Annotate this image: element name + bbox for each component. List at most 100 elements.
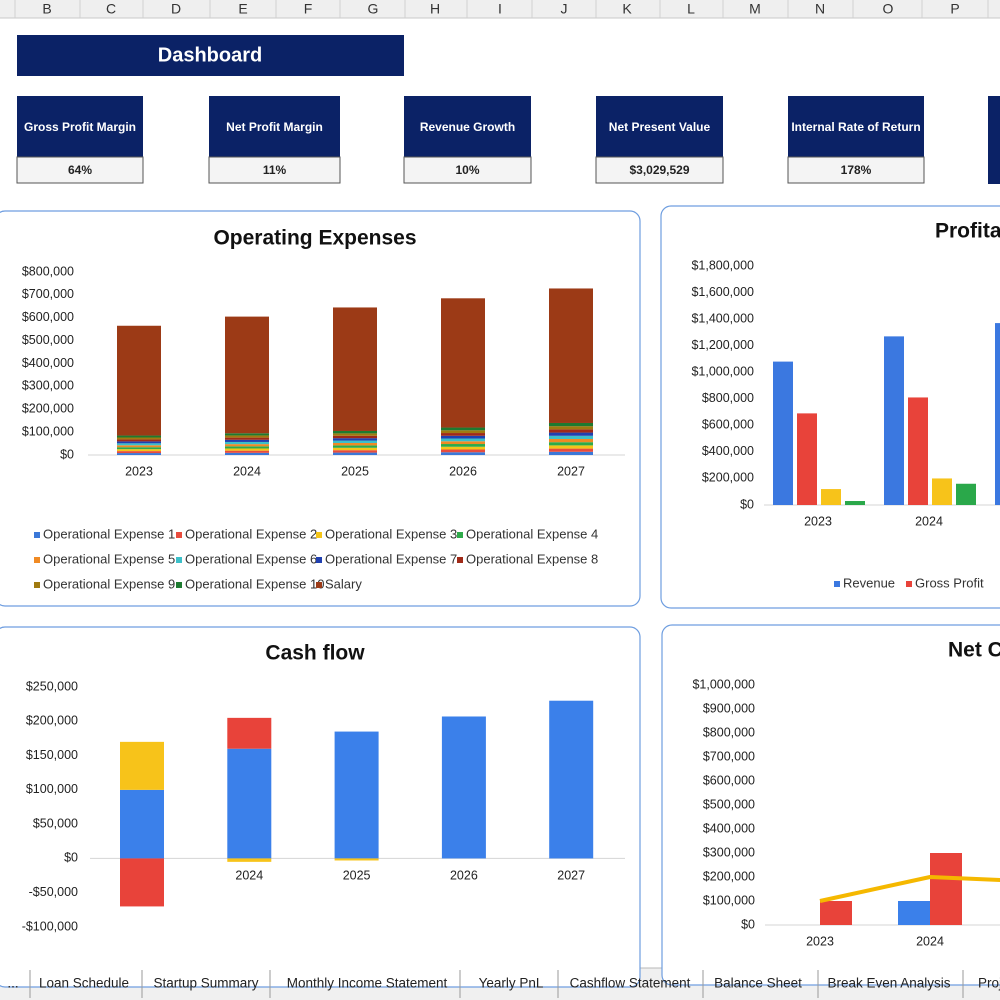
kpi-value-box — [787, 156, 925, 184]
column-letter: H — [430, 1, 440, 17]
y-tick-label: $800,000 — [22, 264, 74, 278]
legend-label: Revenue — [843, 575, 895, 590]
bar — [549, 451, 593, 455]
y-tick-label: $500,000 — [22, 333, 74, 347]
bar — [333, 430, 377, 434]
kpi-card — [17, 96, 143, 157]
x-tick-label: 2024 — [915, 514, 943, 528]
bar — [441, 438, 485, 442]
bar — [117, 441, 161, 444]
bar — [333, 438, 377, 441]
bar — [441, 427, 485, 431]
legend-label: Operational Expense 3 — [325, 526, 457, 541]
y-tick-label: $200,000 — [26, 714, 78, 728]
column-letter: N — [815, 1, 825, 17]
bar — [898, 901, 930, 925]
column-header-bar — [0, 0, 1000, 18]
y-tick-label: $400,000 — [22, 356, 74, 370]
legend-label: Operational Expense 9 — [43, 576, 175, 591]
x-tick-label: 2023 — [804, 514, 832, 528]
bar — [549, 448, 593, 452]
bar — [333, 447, 377, 451]
chart-title: Cash flow — [265, 642, 365, 665]
kpi-card-clipped — [988, 96, 1000, 184]
sheet-tab[interactable]: Loan Schedule — [39, 976, 129, 991]
sheet-tab[interactable]: Break Even Analysis — [827, 976, 950, 991]
y-tick-label: $700,000 — [22, 287, 74, 301]
kpi-label: Revenue Growth — [420, 120, 515, 134]
sheet-tab[interactable]: Cashflow Statement — [570, 976, 691, 991]
kpi-value: 11% — [263, 163, 287, 177]
chart-panel — [661, 624, 1000, 986]
legend-label: Operational Expense 8 — [466, 551, 598, 566]
kpi-card — [596, 96, 723, 157]
column-letter: F — [304, 1, 313, 17]
column-letter: D — [171, 1, 181, 17]
x-tick-label: 2025 — [343, 868, 371, 882]
bar — [441, 433, 485, 436]
bar — [549, 422, 593, 427]
bar — [549, 429, 593, 433]
sheet-tab[interactable]: Startup Summary — [153, 976, 258, 991]
legend-label: Salary — [325, 576, 362, 591]
bar — [820, 901, 852, 925]
chart-title: Net C — [948, 639, 1000, 662]
y-tick-label: $0 — [741, 917, 755, 931]
bar — [441, 444, 485, 447]
bar — [441, 452, 485, 455]
legend-label: Operational Expense 1 — [43, 526, 175, 541]
y-tick-label: -$100,000 — [22, 919, 78, 933]
bar — [549, 426, 593, 430]
bar — [797, 413, 817, 505]
bar — [441, 446, 485, 450]
y-tick-label: $200,000 — [703, 869, 755, 883]
kpi-card — [404, 96, 531, 157]
y-tick-label: $0 — [64, 851, 78, 865]
y-tick-label: $100,000 — [26, 782, 78, 796]
bar — [549, 445, 593, 449]
bar — [225, 437, 269, 440]
bar — [932, 478, 952, 505]
column-letter: C — [106, 1, 116, 17]
column-letter: L — [687, 1, 695, 17]
legend-label: Gross Profit — [915, 575, 984, 590]
legend-swatch — [316, 532, 322, 538]
kpi-label: Internal Rate of Return — [791, 120, 920, 134]
x-tick-label: 2023 — [125, 464, 153, 478]
bar — [227, 748, 272, 859]
sheet-tab[interactable]: Balance Sheet — [714, 976, 802, 991]
kpi-card — [209, 96, 340, 157]
bar — [227, 858, 272, 862]
bar — [334, 858, 379, 861]
y-tick-label: $200,000 — [22, 402, 74, 416]
bar — [225, 441, 269, 445]
bar — [120, 789, 164, 859]
y-tick-label: $1,400,000 — [691, 311, 754, 325]
column-letter: G — [368, 1, 379, 17]
y-tick-label: $400,000 — [703, 821, 755, 835]
dashboard-banner — [17, 35, 404, 76]
y-tick-label: $900,000 — [703, 701, 755, 715]
x-tick-label: 2024 — [233, 464, 261, 478]
sheet-tab[interactable]: Proj — [978, 976, 1000, 991]
bar — [225, 433, 269, 436]
bar — [120, 741, 164, 790]
sheet-tab[interactable]: ... — [7, 976, 18, 991]
dashboard-title: Dashboard — [158, 44, 262, 66]
sheet-tab[interactable]: Monthly Income Statement — [287, 976, 448, 991]
bar — [334, 731, 379, 859]
bar — [773, 361, 793, 505]
y-tick-label: -$50,000 — [29, 885, 78, 899]
legend-swatch — [176, 532, 182, 538]
column-letter: M — [749, 1, 761, 17]
sheet-tab[interactable]: Yearly PnL — [479, 976, 544, 991]
bar — [549, 435, 593, 439]
kpi-value: 178% — [841, 163, 872, 177]
bar — [333, 442, 377, 446]
column-letter: J — [561, 1, 568, 17]
y-tick-label: $800,000 — [702, 391, 754, 405]
x-tick-label: 2023 — [806, 934, 834, 948]
y-tick-label: $600,000 — [702, 418, 754, 432]
y-tick-label: $300,000 — [22, 379, 74, 393]
